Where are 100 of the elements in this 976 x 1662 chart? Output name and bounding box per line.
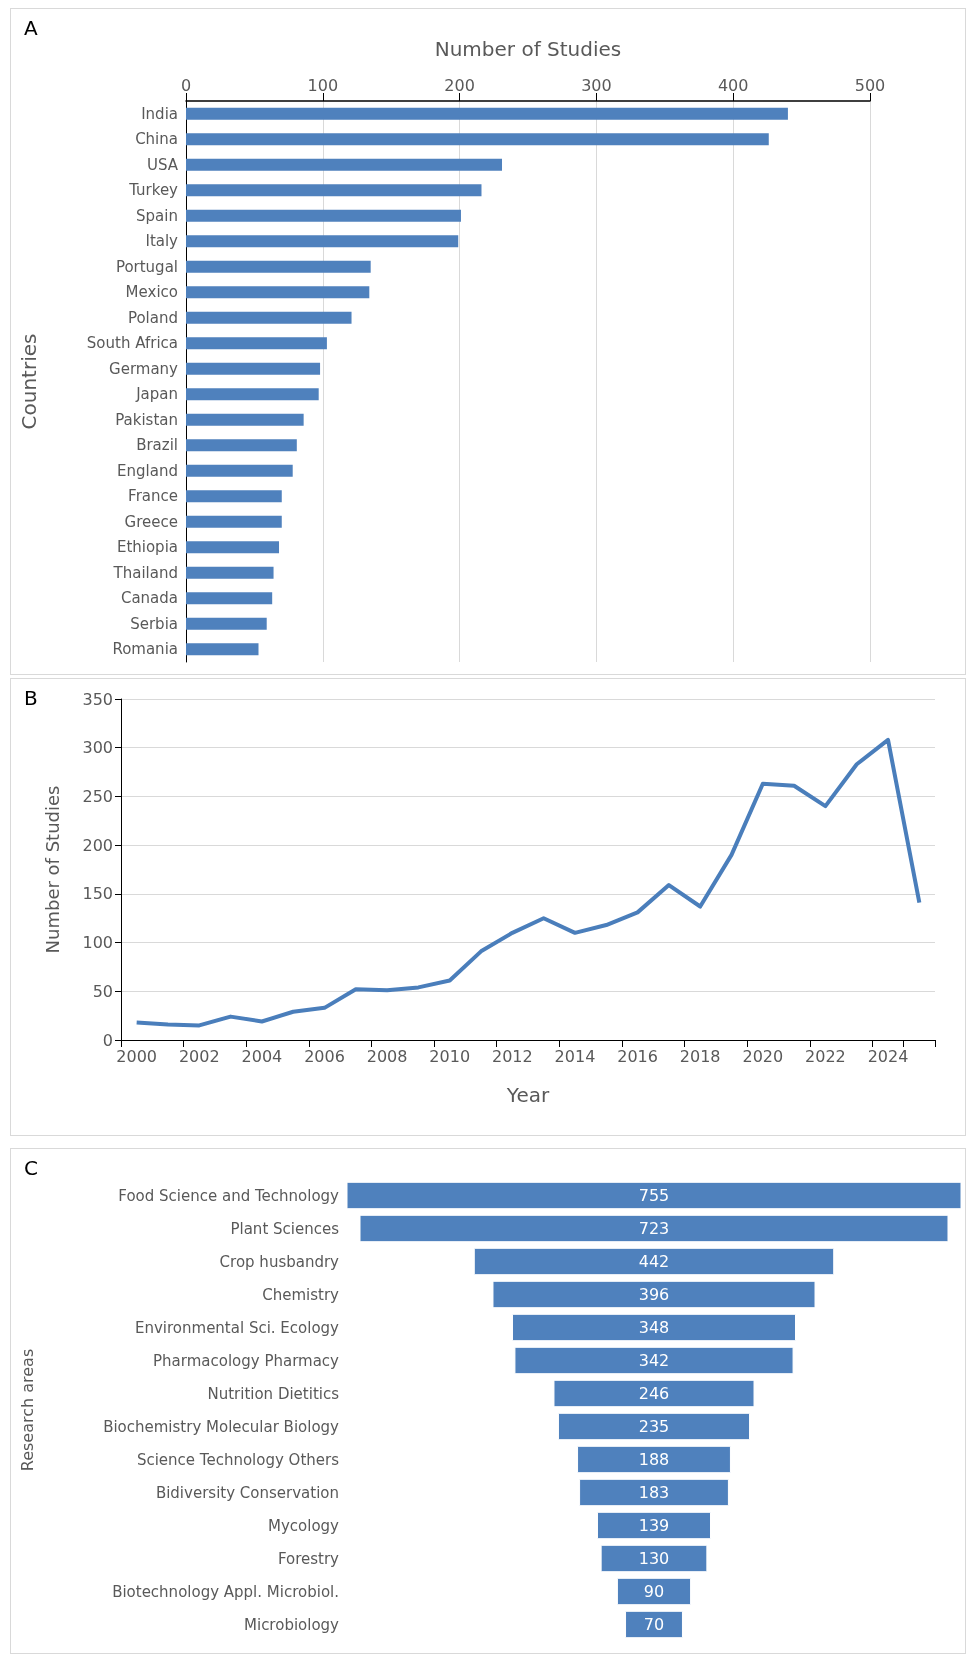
y-tick-label: 0 [102,1030,113,1050]
category-label: Science Technology Others [136,1450,340,1469]
bar [186,617,267,630]
y-tick-label: 300 [82,738,113,758]
bar [186,413,304,426]
x-tick-label: 2002 [178,1046,220,1066]
x-tick-label: 2010 [429,1046,471,1066]
data-label: 235 [638,1417,670,1436]
y-tick-label: India [141,104,178,123]
bar [186,490,282,503]
y-tick-label: Canada [120,589,178,608]
data-label: 755 [638,1186,670,1205]
data-label: 442 [638,1252,670,1271]
data-label: 342 [638,1351,670,1370]
data-label: 348 [638,1318,670,1337]
x-tick-label: 2012 [491,1046,533,1066]
y-tick-label: South Africa [86,334,178,353]
category-label: Crop husbandry [219,1252,340,1271]
y-tick-label: 200 [82,835,113,855]
category-label: Microbiology [244,1615,340,1634]
data-label: 70 [643,1615,665,1634]
data-label: 90 [643,1582,665,1601]
bar [186,107,788,120]
bar [186,311,352,324]
y-tick-label: Serbia [130,614,178,633]
x-tick-label: 2016 [617,1046,658,1066]
line-series [134,737,922,1028]
y-tick-label: Poland [127,308,178,327]
data-label: 130 [638,1549,670,1568]
y-tick-label: Thailand [112,563,178,582]
category-label: Plant Sciences [230,1219,340,1238]
category-label: Environmental Sci. Ecology [134,1318,340,1337]
data-label: 188 [638,1450,670,1469]
y-tick-label: 350 [82,689,113,709]
data-label: 396 [638,1285,670,1304]
category-label: Nutrition Dietitics [207,1384,340,1403]
bar [186,260,371,273]
y-tick-label: Spain [136,206,178,225]
y-tick-label: Brazil [136,436,178,455]
chart-title: B [24,686,38,710]
bar [186,209,461,222]
chart-title: A [24,16,38,40]
bar [186,133,769,146]
y-tick-label: Romania [112,640,178,659]
y-tick-label: Greece [124,512,178,531]
y-tick-label: Ethiopia [116,538,178,557]
bar [186,286,370,299]
y-tick-label: 50 [92,981,113,1001]
text: C [24,1156,38,1180]
y-axis-title: Number of Studies [41,785,63,954]
bar [186,184,482,197]
x-tick-label: 500 [854,75,886,95]
y-tick-label: Germany [109,359,179,378]
category-label: Biochemistry Molecular Biology [103,1417,340,1436]
x-tick-label: 2014 [554,1046,596,1066]
y-tick-label: 100 [82,933,113,953]
y-tick-label: Portugal [115,257,178,276]
bar [186,566,274,579]
category-label: Forestry [277,1549,340,1568]
bar [186,388,319,401]
y-tick-label: France [128,487,178,506]
category-label: Biotechnology Appl. Microbiol. [112,1582,339,1601]
bar [186,158,503,171]
bar [186,464,293,477]
bar [186,541,280,554]
y-tick-label: Mexico [125,283,178,302]
y-tick-label: Japan [135,385,178,404]
bar [186,643,259,656]
x-tick-label: 2008 [366,1046,408,1066]
x-tick-label: 0 [180,75,192,95]
category-label: Pharmacology Pharmacy [153,1351,340,1370]
y-tick-label: Italy [145,232,179,251]
y-tick-label: China [135,130,178,149]
category-label: Mycology [268,1516,340,1535]
x-tick-label: 2000 [116,1046,158,1066]
bar [186,439,297,452]
bar [186,235,459,248]
y-axis-title: Countries [17,333,41,430]
x-tick-label: 2018 [679,1046,721,1066]
x-tick-label: 400 [717,75,749,95]
x-tick-label: 2020 [742,1046,784,1066]
y-tick-label: USA [146,155,179,174]
data-label: 183 [638,1483,670,1502]
x-tick-label: 2006 [304,1046,345,1066]
y-tick-label: 250 [82,786,113,806]
category-label: Bidiversity Conservation [155,1483,339,1502]
x-tick-label: 2004 [241,1046,283,1066]
y-tick-label: Pakistan [115,410,178,429]
category-label: Food Science and Technology [118,1186,340,1205]
x-tick-label: 2024 [867,1046,909,1066]
bar [186,362,321,375]
y-tick-label: Turkey [128,181,179,200]
x-axis-title: Number of Studies [434,37,622,61]
bar [186,592,273,605]
text: Research areas [17,1348,37,1472]
data-label: 723 [638,1219,670,1238]
x-tick-label: 300 [581,75,612,95]
x-tick-label: 2022 [805,1046,846,1066]
x-tick-label: 100 [307,75,339,95]
bar [186,337,327,350]
